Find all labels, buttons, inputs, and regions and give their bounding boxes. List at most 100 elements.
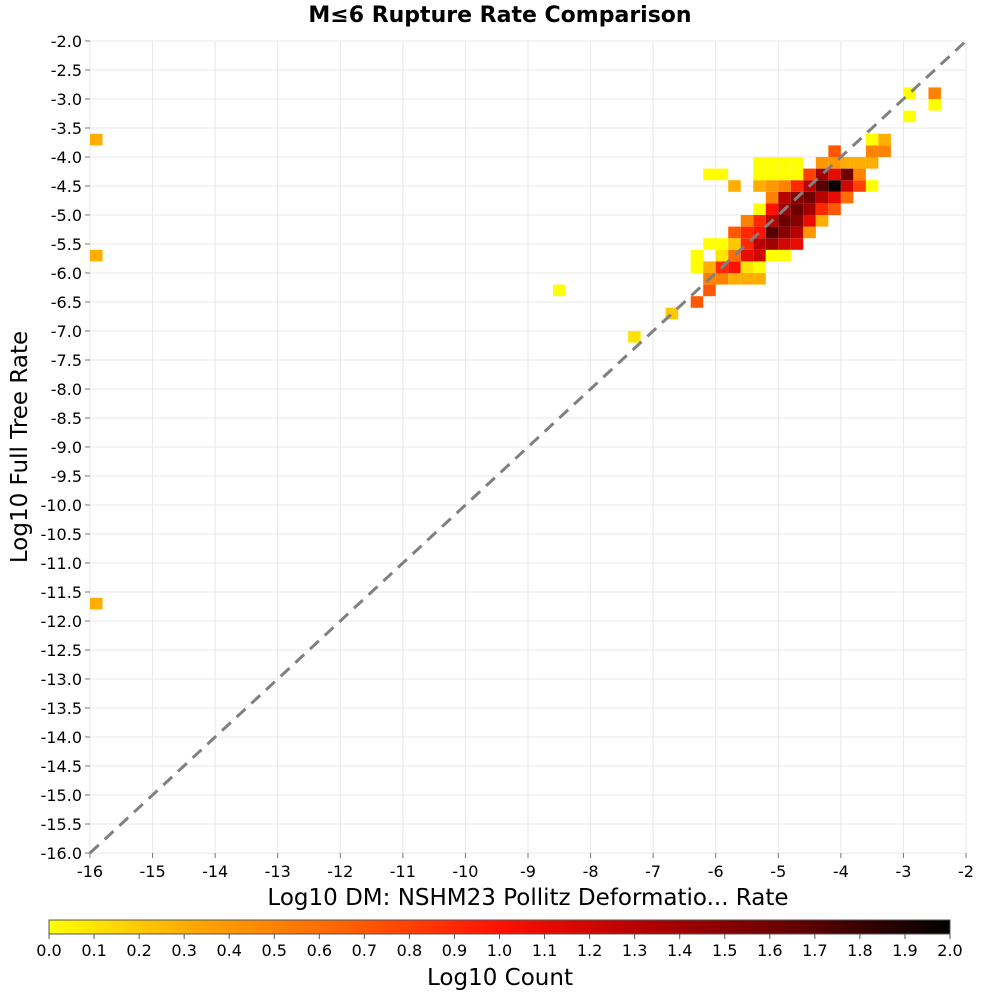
heatmap-cell-10 [690, 249, 704, 262]
heatmap-cell-47 [765, 180, 779, 192]
heatmap-cell-21 [728, 226, 741, 239]
colorbar-tick-label-3: 0.3 [171, 941, 196, 960]
heatmap-cell-52 [778, 226, 791, 239]
heatmap-cell-68 [803, 215, 816, 227]
colorbar-tick-label-13: 1.3 [622, 941, 647, 960]
heatmap-cell-31 [753, 238, 766, 250]
x-tick-label-5: -11 [390, 862, 416, 881]
heatmap-cell-46 [765, 191, 779, 204]
heatmap-cell-53 [778, 215, 791, 227]
heatmap-cell-41 [765, 249, 779, 262]
heatmap-cell-29 [753, 261, 766, 273]
heatmap-cell-56 [778, 180, 791, 192]
heatmap-cell-55 [778, 191, 791, 204]
y-tick-label-2: -3.0 [51, 90, 82, 109]
colorbar-tick-label-4: 0.4 [216, 941, 241, 960]
y-tick-label-24: -14.0 [41, 728, 82, 747]
heatmap-cell-89 [853, 180, 866, 192]
heatmap-cell-77 [815, 168, 829, 181]
colorbar-tick-label-11: 1.1 [532, 941, 557, 960]
colorbar-tick-label-0: 0.0 [36, 941, 61, 960]
heatmap-cell-85 [840, 191, 854, 204]
y-tick-labels: -2.0 -2.5 -3.0 -3.5 -4.0 -4.5 -5.0 -5.5 -6.0 -6.5… [41, 32, 90, 863]
heatmap-cell-65 [790, 168, 804, 181]
y-tick-label-6: -5.0 [51, 206, 82, 225]
y-tick-label-1: -2.5 [51, 61, 82, 80]
heatmap-cell-40 [728, 180, 741, 192]
y-tick-label-25: -14.5 [41, 757, 82, 776]
heatmap-cell-51 [778, 238, 791, 250]
heatmap-cell-59 [790, 238, 804, 250]
y-tick-label-7: -5.5 [51, 235, 82, 254]
x-tick-label-3: -13 [265, 862, 291, 881]
heatmap-cell-79 [828, 203, 841, 215]
heatmap-cell-35 [753, 180, 766, 192]
heatmap-cell-5 [665, 307, 679, 320]
heatmap-cell-2 [90, 597, 103, 610]
y-tick-label-11: -7.5 [51, 351, 82, 370]
heatmap-cell-43 [765, 226, 779, 239]
heatmap-cell-70 [803, 191, 816, 204]
x-tick-label-0: -16 [77, 862, 103, 881]
heatmap-cell-19 [728, 249, 741, 262]
heatmap-cell-80 [828, 191, 841, 204]
heatmap-cell-23 [740, 261, 754, 273]
heatmap-cell-61 [790, 215, 804, 227]
colorbar-tick-label-12: 1.2 [577, 941, 602, 960]
colorbar-tick-label-15: 1.5 [712, 941, 737, 960]
heatmap-cell-87 [840, 168, 854, 181]
heatmap-cell-66 [790, 157, 804, 169]
heatmap-cell-97 [878, 133, 891, 146]
heatmap-cell-101 [928, 99, 941, 111]
x-tick-label-10: -6 [708, 862, 724, 881]
heatmap-cell-90 [853, 168, 866, 181]
heatmap-cell-60 [790, 226, 804, 239]
heatmap-cell-36 [753, 168, 766, 181]
heatmap-cell-30 [753, 249, 766, 262]
y-tick-label-26: -15.0 [41, 786, 82, 805]
y-tick-label-15: -9.5 [51, 467, 82, 486]
y-tick-label-19: -11.5 [41, 583, 82, 602]
y-tick-label-8: -6.0 [51, 264, 82, 283]
colorbar-tick-label-9: 0.9 [442, 941, 467, 960]
heatmap-cell-37 [753, 157, 766, 169]
heatmap-cell-39 [715, 168, 729, 181]
heatmap-cell-92 [865, 180, 879, 192]
heatmap-cell-62 [790, 203, 804, 215]
heatmap-cell-12 [703, 238, 716, 250]
x-tick-label-1: -15 [140, 862, 166, 881]
x-tick-label-13: -3 [895, 862, 911, 881]
heatmap-cell-94 [865, 145, 879, 157]
colorbar-tick-label-1: 0.1 [81, 941, 106, 960]
x-tick-label-9: -7 [645, 862, 661, 881]
heatmap-cell-73 [815, 215, 829, 227]
heatmap-cell-34 [753, 203, 766, 215]
y-tick-label-4: -4.0 [51, 148, 82, 167]
y-tick-label-13: -8.5 [51, 409, 82, 428]
heatmap-cell-9 [690, 261, 704, 273]
heatmap-cell-78 [815, 157, 829, 169]
heatmap-cell-76 [815, 180, 829, 192]
heatmap-cell-74 [815, 203, 829, 215]
gridlines [89, 40, 967, 854]
y-tick-label-28: -16.0 [41, 844, 82, 863]
y-tick-label-5: -4.5 [51, 177, 82, 196]
heatmap-cell-95 [865, 133, 879, 146]
heatmap-cell-7 [703, 284, 716, 297]
heatmap-cell-42 [765, 238, 779, 250]
colorbar-tick-label-19: 1.9 [892, 941, 917, 960]
y-tick-label-23: -13.5 [41, 699, 82, 718]
heatmap-cell-1 [90, 249, 103, 262]
heatmap-cell-57 [778, 168, 791, 181]
heatmap-cell-33 [753, 215, 766, 227]
heatmap-cell-96 [878, 145, 891, 157]
colorbar-tick-label-18: 1.8 [847, 941, 872, 960]
colorbar-tick-label-20: 2.0 [937, 941, 962, 960]
heatmap-cell-18 [728, 261, 741, 273]
chart-title: M≤6 Rupture Rate Comparison [308, 3, 691, 28]
heatmap-cell-38 [703, 168, 716, 181]
heatmap-cell-98 [903, 110, 916, 123]
colorbar-tick-labels: 0.0 0.1 0.2 0.3 0.4 0.5 0.6 0.7 0.8 0.9 1.0 1.1 1.2 1… [36, 934, 963, 960]
x-tick-label-6: -10 [452, 862, 478, 881]
